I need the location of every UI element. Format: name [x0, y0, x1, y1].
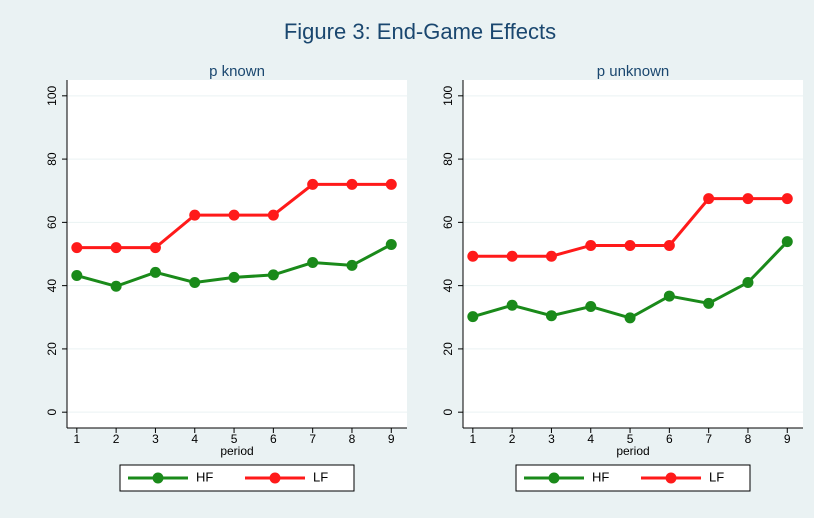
x-tick-label: 5 [231, 432, 238, 446]
x-tick-label: 7 [705, 432, 712, 446]
plot-area [463, 80, 803, 428]
panel-title: p unknown [597, 63, 670, 80]
y-tick-label: 80 [45, 152, 59, 166]
legend-marker [269, 472, 281, 484]
data-point [545, 250, 557, 262]
x-tick-label: 9 [784, 432, 791, 446]
legend-label: LF [313, 469, 328, 484]
data-point [346, 178, 358, 190]
y-tick-label: 80 [441, 152, 455, 166]
data-point [467, 311, 479, 323]
data-point [663, 290, 675, 302]
data-point [189, 209, 201, 221]
data-point [385, 178, 397, 190]
y-tick-label: 20 [441, 342, 455, 356]
x-tick-label: 1 [469, 432, 476, 446]
x-tick-label: 8 [745, 432, 752, 446]
x-tick-label: 3 [548, 432, 555, 446]
data-point [506, 250, 518, 262]
data-point [663, 239, 675, 251]
data-point [506, 299, 518, 311]
legend-marker [665, 472, 677, 484]
data-point [585, 301, 597, 313]
data-point [585, 239, 597, 251]
y-tick-label: 40 [45, 279, 59, 293]
panel-title: p known [209, 63, 265, 80]
y-tick-label: 0 [45, 409, 59, 416]
x-tick-label: 3 [152, 432, 159, 446]
x-tick-label: 4 [587, 432, 594, 446]
data-point [742, 276, 754, 288]
y-tick-label: 60 [441, 215, 455, 229]
data-point [267, 269, 279, 281]
data-point [346, 259, 358, 271]
data-point [149, 242, 161, 254]
x-tick-label: 8 [349, 432, 356, 446]
plot-area [67, 80, 407, 428]
data-point [624, 239, 636, 251]
y-tick-label: 100 [45, 85, 59, 105]
data-point [624, 312, 636, 324]
data-point [189, 276, 201, 288]
legend-label: HF [592, 469, 609, 484]
data-point [149, 266, 161, 278]
data-point [228, 271, 240, 283]
data-point [267, 209, 279, 221]
data-point [467, 250, 479, 262]
data-point [742, 193, 754, 205]
data-point [228, 209, 240, 221]
x-axis-label: period [220, 444, 253, 458]
x-tick-label: 7 [309, 432, 316, 446]
legend-marker [548, 472, 560, 484]
figure-title: Figure 3: End-Game Effects [284, 19, 556, 44]
x-tick-label: 4 [191, 432, 198, 446]
y-tick-label: 40 [441, 279, 455, 293]
data-point [781, 193, 793, 205]
x-tick-label: 6 [666, 432, 673, 446]
x-tick-label: 9 [388, 432, 395, 446]
data-point [110, 280, 122, 292]
data-point [307, 257, 319, 269]
data-point [71, 270, 83, 282]
x-tick-label: 2 [113, 432, 120, 446]
x-tick-label: 1 [73, 432, 80, 446]
x-tick-label: 6 [270, 432, 277, 446]
data-point [110, 242, 122, 254]
y-tick-label: 0 [441, 409, 455, 416]
legend-label: HF [196, 469, 213, 484]
data-point [545, 310, 557, 322]
data-point [703, 193, 715, 205]
data-point [781, 236, 793, 248]
x-tick-label: 2 [509, 432, 516, 446]
data-point [385, 239, 397, 251]
x-axis-label: period [616, 444, 649, 458]
data-point [71, 242, 83, 254]
data-point [703, 297, 715, 309]
y-tick-label: 60 [45, 215, 59, 229]
y-tick-label: 20 [45, 342, 59, 356]
y-tick-label: 100 [441, 85, 455, 105]
legend-marker [152, 472, 164, 484]
x-tick-label: 5 [627, 432, 634, 446]
legend-label: LF [709, 469, 724, 484]
data-point [307, 178, 319, 190]
